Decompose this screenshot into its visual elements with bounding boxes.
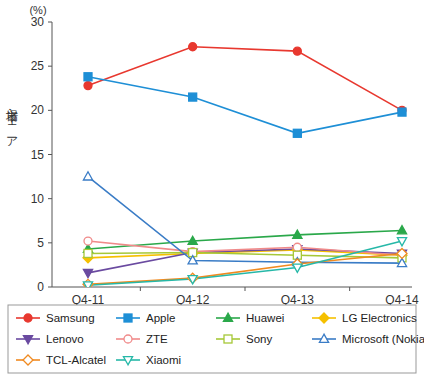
y-tick <box>48 66 52 67</box>
marker <box>293 230 302 238</box>
legend-label: Lenovo <box>46 333 84 345</box>
y-unit-label: (%) <box>29 4 46 16</box>
marker <box>83 282 92 287</box>
marker <box>397 238 406 246</box>
y-tick <box>48 154 52 155</box>
legend-marker <box>319 313 329 323</box>
y-tick <box>48 287 52 288</box>
marker <box>188 236 197 244</box>
marker <box>188 273 198 283</box>
legend-marker <box>23 355 33 365</box>
x-tick <box>140 287 141 291</box>
marker <box>397 226 406 234</box>
y-tick-label: 30 <box>31 15 45 29</box>
series-line <box>88 253 402 284</box>
series-line <box>88 241 402 285</box>
legend-marker <box>223 313 232 321</box>
chart: 051015202530Q4-11Q4-12Q4-13Q4-14(%)市場シェア… <box>0 0 424 378</box>
plot-area <box>83 43 407 287</box>
legend-label: Sony <box>246 333 272 345</box>
marker <box>397 248 407 258</box>
marker <box>84 82 92 90</box>
y-tick-label: 5 <box>37 236 44 250</box>
series-line <box>88 47 402 111</box>
legend-label: LG Electronics <box>342 312 417 324</box>
marker <box>189 93 197 101</box>
y-tick <box>48 198 52 199</box>
y-tick-label: 15 <box>31 148 45 162</box>
y-tick-label: 0 <box>37 280 44 294</box>
x-tick <box>245 287 246 291</box>
x-tick <box>349 287 350 291</box>
legend-label: Samsung <box>46 312 95 324</box>
marker <box>84 73 92 81</box>
marker <box>293 129 301 137</box>
y-tick-label: 10 <box>31 192 45 206</box>
legend-marker <box>224 335 232 343</box>
series-line <box>88 77 402 134</box>
legend-marker <box>124 335 132 343</box>
marker <box>293 243 301 251</box>
y-tick <box>48 22 52 23</box>
series-line <box>88 177 402 264</box>
legend-marker <box>319 334 328 342</box>
legend-label: Xiaomi <box>146 354 181 366</box>
marker <box>189 43 197 51</box>
marker <box>84 249 92 257</box>
marker <box>293 47 301 55</box>
legend-marker <box>23 336 32 344</box>
legend-label: ZTE <box>146 333 168 345</box>
legend-marker <box>24 314 32 322</box>
y-tick-label: 25 <box>31 59 45 73</box>
legend-label: Huawei <box>246 312 284 324</box>
marker <box>188 276 197 284</box>
y-axis-label: 市場シェア <box>5 100 19 147</box>
x-axis <box>52 287 412 288</box>
legend-label: TCL-Alcatel <box>46 354 106 366</box>
legend-marker <box>124 314 132 322</box>
y-tick <box>48 110 52 111</box>
marker <box>84 237 92 245</box>
y-tick <box>48 242 52 243</box>
marker <box>83 269 92 277</box>
marker <box>398 108 406 116</box>
marker <box>83 279 93 287</box>
legend-label: Apple <box>146 312 175 324</box>
marker <box>188 256 197 264</box>
marker <box>83 172 92 180</box>
marker <box>397 258 406 266</box>
marker <box>293 264 302 272</box>
legend-label: Microsoft (Nokia) <box>342 333 424 345</box>
legend-marker <box>123 357 132 365</box>
y-tick-label: 20 <box>31 103 45 117</box>
